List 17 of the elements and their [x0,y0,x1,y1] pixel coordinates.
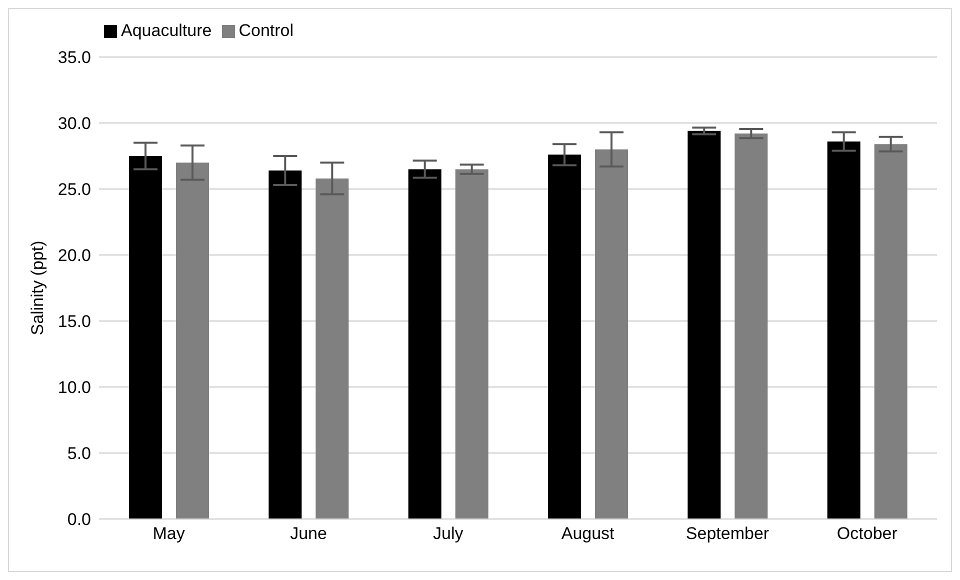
y-tick-label: 10.0 [58,378,91,398]
legend-label: Aquaculture [121,21,212,40]
legend-label: Control [238,21,294,40]
y-axis-title: Salinity (ppt) [28,240,48,336]
x-tick-label: September [686,524,770,544]
y-tick-label: 30.0 [58,114,91,134]
x-tick-label: July [433,524,464,544]
x-tick-label: May [152,524,186,544]
y-tick-label: 15.0 [58,312,91,332]
x-tick-label: June [290,524,327,544]
x-tick-label: October [836,524,898,544]
x-tick-label: August [561,524,615,544]
y-tick-label: 35.0 [58,48,91,68]
y-tick-label: 5.0 [67,444,91,464]
y-tick-label: 20.0 [58,246,91,266]
y-tick-label: 0.0 [67,510,91,530]
y-tick-label: 25.0 [58,180,91,200]
